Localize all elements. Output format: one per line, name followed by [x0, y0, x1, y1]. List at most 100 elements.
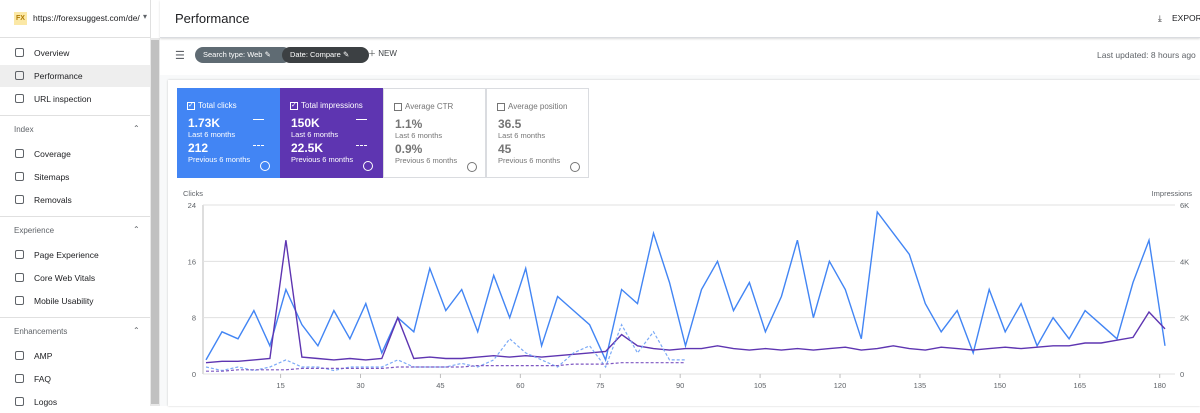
nav-label: URL inspection: [34, 94, 92, 104]
section-title: Index: [14, 125, 34, 134]
metric-label: Total clicks: [198, 101, 237, 110]
top-bar: Performance ⤓EXPORT: [160, 0, 1200, 38]
help-icon[interactable]: [570, 162, 580, 172]
metric-card[interactable]: Average CTR 1.1% Last 6 months 0.9% Previous…: [383, 88, 486, 178]
x-tick-label: 150: [994, 381, 1007, 390]
page-title: Performance: [175, 11, 250, 26]
filter-icon[interactable]: ☰: [175, 50, 185, 62]
metric-value: 212: [188, 141, 209, 155]
nav-item[interactable]: Page Experience: [0, 244, 150, 266]
site-url[interactable]: https://forexsuggest.com/de/: [33, 13, 140, 23]
x-tick-label: 180: [1153, 381, 1166, 390]
nav-item[interactable]: Overview: [0, 42, 150, 64]
period-label: Previous 6 months: [291, 155, 354, 164]
x-tick-label: 135: [914, 381, 927, 390]
nav-icon: [15, 71, 24, 80]
nav-icon: [15, 273, 24, 282]
legend-dashed: [253, 145, 264, 146]
nav-icon: [15, 149, 24, 158]
y-tick-label: 8: [192, 314, 196, 323]
nav-item[interactable]: Mobile Usability: [0, 290, 150, 312]
metric-card[interactable]: Average position 36.5 Last 6 months 45 Previ…: [486, 88, 589, 178]
export-button[interactable]: ⤓EXPORT: [1158, 13, 1200, 24]
nav-icon: [15, 250, 24, 259]
period-label: Last 6 months: [188, 130, 236, 139]
nav-label: Page Experience: [34, 250, 99, 260]
nav-icon: [15, 48, 24, 57]
y2-axis-label: Impressions: [1152, 189, 1193, 198]
legend-solid: [356, 119, 367, 120]
nav-item[interactable]: Sitemaps: [0, 166, 150, 188]
nav-item[interactable]: Performance: [0, 65, 150, 87]
period-label: Previous 6 months: [395, 156, 458, 165]
metric-value: 1.73K: [188, 116, 221, 130]
new-button[interactable]: ＋ NEW: [368, 49, 397, 58]
nav-icon: [15, 195, 24, 204]
metric-value: 0.9%: [395, 142, 423, 156]
section-title: Experience: [14, 226, 55, 235]
divider: [0, 317, 150, 318]
checkbox[interactable]: ✓: [290, 102, 298, 110]
metric-card[interactable]: ✓ Total clicks 1.73K Last 6 months 212 Previo…: [177, 88, 280, 178]
nav-item[interactable]: URL inspection: [0, 88, 150, 110]
section-title: Enhancements: [14, 327, 68, 336]
chip[interactable]: Date: Compare ✎: [282, 47, 370, 63]
nav-label: Overview: [34, 48, 70, 58]
nav-label: FAQ: [34, 374, 52, 384]
period-label: Previous 6 months: [498, 156, 561, 165]
period-label: Last 6 months: [498, 131, 546, 140]
chip[interactable]: Search type: Web ✎: [195, 47, 291, 63]
metric-card[interactable]: ✓ Total impressions 150K Last 6 months 22.5K…: [280, 88, 383, 178]
divider: [0, 37, 150, 38]
y2-tick-label: 6K: [1180, 201, 1189, 210]
metric-value: 22.5K: [291, 141, 324, 155]
nav-label: AMP: [34, 351, 53, 361]
nav-item[interactable]: Coverage: [0, 143, 150, 165]
series-line: [206, 362, 686, 372]
export-label: EXPORT: [1172, 13, 1200, 23]
x-tick-label: 15: [276, 381, 284, 390]
nav-icon: [15, 172, 24, 181]
collapse-icon[interactable]: ⌃: [133, 225, 140, 234]
last-updated: Last updated: 8 hours ago: [1097, 50, 1196, 60]
collapse-icon[interactable]: ⌃: [133, 326, 140, 335]
nav-label: Coverage: [34, 149, 71, 159]
nav-label: Removals: [34, 195, 72, 205]
checkbox[interactable]: ✓: [187, 102, 195, 110]
nav-item[interactable]: Core Web Vitals: [0, 267, 150, 289]
nav-icon: [15, 374, 24, 383]
nav-label: Logos: [34, 397, 58, 407]
x-tick-label: 165: [1073, 381, 1086, 390]
checkbox[interactable]: [394, 103, 402, 111]
nav-item[interactable]: AMP: [0, 345, 150, 367]
x-tick-label: 75: [596, 381, 604, 390]
nav-icon: [15, 296, 24, 305]
scrollbar[interactable]: [150, 38, 160, 406]
help-icon[interactable]: [363, 161, 373, 171]
collapse-icon[interactable]: ⌃: [133, 124, 140, 133]
help-icon[interactable]: [260, 161, 270, 171]
x-tick-label: 120: [834, 381, 847, 390]
metric-value: 36.5: [498, 117, 522, 131]
sidebar: FX https://forexsuggest.com/de/ ▾ Overvi…: [0, 0, 151, 407]
checkbox[interactable]: [497, 103, 505, 111]
nav-item[interactable]: Removals: [0, 189, 150, 211]
series-line: [205, 210, 1166, 363]
metric-value: 1.1%: [395, 117, 423, 131]
chip-label: Date: Compare: [290, 50, 341, 59]
help-icon[interactable]: [467, 162, 477, 172]
logo: FX: [14, 12, 27, 25]
nav-label: Sitemaps: [34, 172, 70, 182]
metric-value: 150K: [291, 116, 320, 130]
period-label: Last 6 months: [291, 130, 339, 139]
dropdown-arrow[interactable]: ▾: [143, 12, 148, 21]
divider: [0, 115, 150, 116]
nav-icon: [15, 94, 24, 103]
y-tick-label: 24: [188, 201, 196, 210]
nav-item[interactable]: FAQ: [0, 368, 150, 390]
metric-value: 45: [498, 142, 512, 156]
x-tick-label: 105: [754, 381, 767, 390]
period-label: Last 6 months: [395, 131, 443, 140]
